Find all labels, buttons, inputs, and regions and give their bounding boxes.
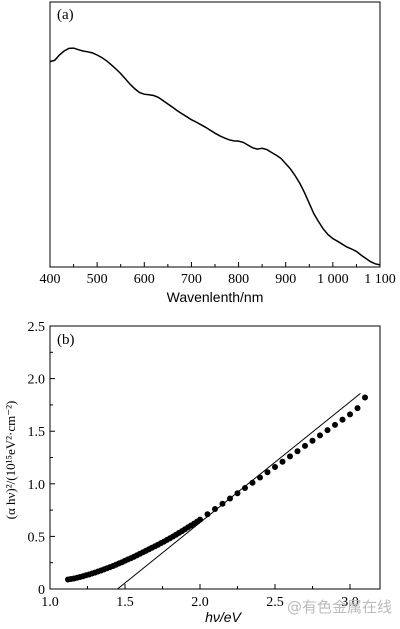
panel-b-y-tick-label: 2.0 (28, 373, 46, 388)
panel-a-x-axis-title: Wavenlenth/nm (167, 289, 264, 305)
panel-b-y-tick-label: 1.5 (28, 425, 46, 440)
panel-b: (b) 1.0 1.5 2.0 2.5 3.0 0 0.5 1.0 1.5 2.0 2.5 hν/… (3, 320, 381, 625)
panel-a-frame (49, 1, 381, 268)
data-point (287, 453, 293, 460)
panel-b-label: (b) (57, 332, 75, 348)
linear-fit-line (117, 392, 361, 590)
panel-a-x-tick-label: 400 (40, 272, 61, 287)
data-point (309, 437, 316, 444)
panel-a-x-tick-label: 1 100 (364, 272, 396, 287)
panel-b-frame (49, 325, 381, 590)
panel-b-x-tick-label: 1.5 (116, 595, 134, 610)
panel-b-y-tick-label: 0.5 (28, 530, 46, 545)
data-point (272, 464, 278, 470)
data-point (317, 432, 323, 439)
panel-a-x-tick-label: 800 (228, 272, 249, 287)
panel-a: (a) 400 500 600 700 800 900 1 000 1 100 Wavenle… (40, 1, 396, 305)
panel-b-y-tick-label: 1.0 (28, 478, 46, 493)
panel-a-x-tick-label: 1 000 (317, 272, 349, 287)
data-point (362, 394, 368, 401)
panel-b-y-axis-title: (α hν)²/(10¹⁵eV²·cm⁻²) (3, 401, 18, 520)
data-point (294, 448, 301, 455)
data-point (264, 469, 271, 476)
panel-a-x-tick-label: 900 (275, 272, 296, 287)
panel-b-y-tick-label: 2.5 (28, 320, 46, 335)
panel-a-x-tick-label: 600 (134, 272, 155, 287)
panel-b-x-tick-label: 2.5 (266, 595, 284, 610)
panel-b-x-tick-label: 3.0 (341, 595, 359, 610)
panel-a-label: (a) (57, 7, 74, 23)
data-point (279, 458, 286, 465)
data-point (324, 427, 331, 434)
panel-b-x-tick-label: 2.0 (191, 595, 209, 610)
data-point (302, 442, 308, 449)
data-point (242, 485, 248, 491)
panel-b-x-tick-label: 1.0 (41, 595, 59, 610)
panel-a-x-tick-label: 700 (181, 272, 202, 287)
data-point (354, 405, 361, 412)
panel-b-y-tick-label: 0 (38, 583, 45, 598)
data-point (212, 506, 218, 512)
panel-a-x-axis: 400 500 600 700 800 900 1 000 1 100 (40, 262, 396, 287)
panel-b-y-axis: 0 0.5 1.0 1.5 2.0 2.5 (28, 320, 55, 598)
data-point (332, 421, 338, 428)
tauc-scatter-points (65, 394, 368, 583)
data-point (347, 411, 353, 418)
data-point (197, 516, 203, 523)
watermark: @有色金属在线 (287, 598, 392, 616)
panel-a-x-tick-label: 500 (87, 272, 108, 287)
panel-b-x-axis: 1.0 1.5 2.0 2.5 3.0 (41, 584, 359, 610)
panel-b-x-axis-title: hν/eV (205, 609, 242, 625)
absorbance-series-line (49, 47, 381, 266)
data-point (339, 416, 346, 423)
